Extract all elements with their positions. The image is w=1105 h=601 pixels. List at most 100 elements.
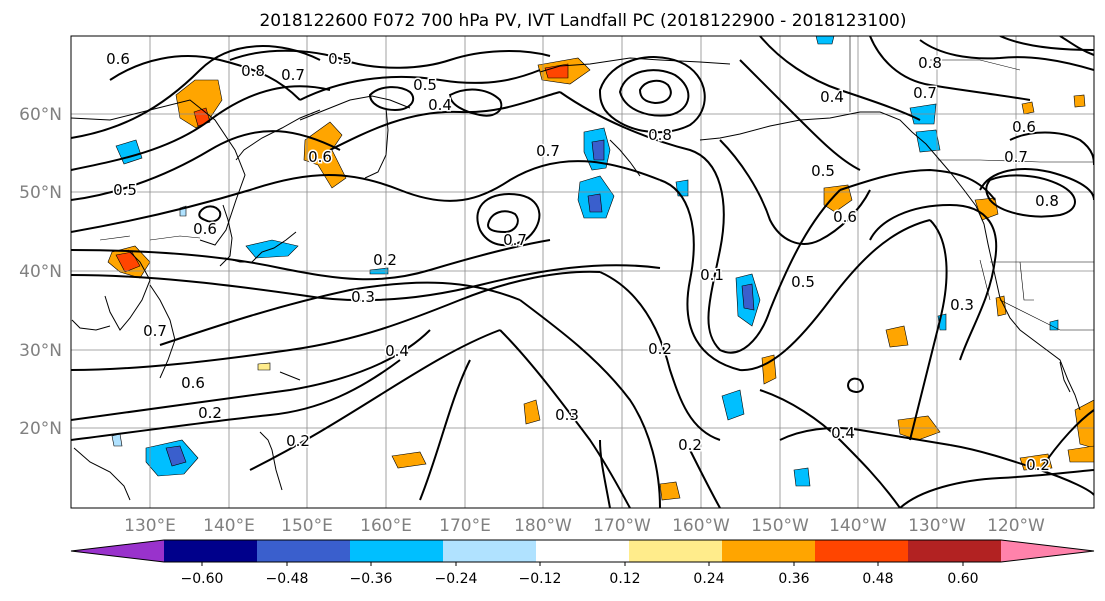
- lon-label-160w: 160°W: [672, 516, 730, 536]
- contour-labels: 0.6 0.8 0.7 0.5 0.5 0.4 0.6 0.5 0.6 0.7 …: [105, 49, 1061, 476]
- anomaly-patch: [1049, 319, 1059, 331]
- anomaly-patch: [793, 467, 811, 487]
- lon-label-140w: 140°W: [829, 516, 887, 536]
- anomaly-patch: [675, 179, 689, 197]
- lon-label-120w: 120°W: [987, 516, 1045, 536]
- anomaly-patch: [1074, 399, 1094, 449]
- contour-label: 0.6: [1012, 118, 1036, 136]
- colorbar-cells: [70, 539, 1095, 563]
- lon-label-150w: 150°W: [751, 516, 809, 536]
- lon-label-170e: 170°E: [439, 516, 491, 536]
- anomaly-patch: [257, 362, 271, 371]
- anomaly-patch: [741, 283, 755, 311]
- contour-label: 0.8: [241, 62, 265, 80]
- colorbar-tick-label: 0.12: [609, 571, 640, 587]
- colorbar-tick-label: −0.48: [266, 571, 309, 587]
- lon-label-180w: 180°W: [514, 516, 572, 536]
- colorbar-tick-label: −0.24: [435, 571, 478, 587]
- anomaly-patch: [659, 481, 681, 501]
- anomaly-patch: [1067, 445, 1094, 463]
- pv-contours: [71, 36, 1094, 508]
- colorbar-tick-label: 0.48: [862, 571, 893, 587]
- anomaly-patch: [995, 295, 1007, 317]
- contour-label: 0.3: [950, 296, 974, 314]
- contour-label: 0.2: [198, 404, 222, 422]
- anomaly-patch: [915, 129, 941, 153]
- lon-label-130w: 130°W: [908, 516, 966, 536]
- colorbar-tick-label: −0.12: [519, 571, 562, 587]
- contour-label: 0.4: [428, 96, 452, 114]
- contour-label: 0.6: [193, 220, 217, 238]
- contour-label: 0.6: [106, 50, 130, 68]
- contour-label: 0.2: [648, 340, 672, 358]
- contour-label: 0.7: [143, 322, 167, 340]
- contour-label: 0.4: [820, 88, 844, 106]
- political-borders: [99, 36, 1094, 331]
- anomaly-patch: [523, 399, 541, 425]
- colorbar-ticks: [201, 562, 964, 566]
- lat-label-40n: 40°N: [19, 262, 62, 282]
- colorbar-tick-label: −0.36: [350, 571, 393, 587]
- negative-anomaly-shading: [111, 36, 1059, 487]
- colorbar-tick-labels: −0.60 −0.48 −0.36 −0.24 −0.12 0.12 0.24 …: [181, 571, 979, 587]
- colorbar-cell: [908, 540, 1002, 562]
- anomaly-patch: [391, 451, 427, 469]
- contour-label: 0.4: [831, 424, 855, 442]
- contour-label: 0.1: [700, 266, 724, 284]
- contour-label: 0.5: [113, 181, 137, 199]
- anomaly-patch: [544, 63, 569, 79]
- colorbar-cell: [164, 540, 258, 562]
- lat-label-50n: 50°N: [19, 183, 62, 203]
- anomaly-patch: [1073, 94, 1086, 108]
- anomaly-patch: [761, 354, 777, 385]
- colorbar-tick-label: −0.60: [181, 571, 224, 587]
- contour-label: 0.2: [286, 432, 310, 450]
- colorbar-tick-label: 0.60: [947, 571, 978, 587]
- contour-label: 0.2: [1026, 456, 1050, 474]
- anomaly-patch: [115, 251, 141, 273]
- contour-label: 0.8: [648, 126, 672, 144]
- contour-label: 0.7: [281, 66, 305, 84]
- contour-label: 0.6: [308, 148, 332, 166]
- colorbar-cell: [815, 540, 909, 562]
- map-frame: [70, 35, 1095, 509]
- contour-label: 0.8: [918, 54, 942, 72]
- map-panel: 0.6 0.8 0.7 0.5 0.5 0.4 0.6 0.5 0.6 0.7 …: [70, 35, 1095, 509]
- colorbar-cell: [257, 540, 351, 562]
- contour-label: 0.7: [913, 84, 937, 102]
- contour-label: 0.3: [555, 406, 579, 424]
- map-title: 2018122600 F072 700 hPa PV, IVT Landfall…: [259, 11, 906, 31]
- contour-label: 0.5: [328, 50, 352, 68]
- contour-label: 0.2: [678, 436, 702, 454]
- lat-label-60n: 60°N: [19, 105, 62, 125]
- lat-label-30n: 30°N: [19, 341, 62, 361]
- contour-label: 0.6: [833, 208, 857, 226]
- colorbar-outline: [70, 539, 1095, 563]
- colorbar-cell: [536, 540, 630, 562]
- colorbar-cell: [443, 540, 537, 562]
- contour-label: 0.4: [385, 342, 409, 360]
- anomaly-patch: [815, 36, 835, 45]
- contour-label: 0.5: [791, 273, 815, 291]
- lat-label-20n: 20°N: [19, 419, 62, 439]
- contour-label: 0.8: [1035, 192, 1059, 210]
- anomaly-patch: [721, 389, 745, 421]
- contour-label: 0.7: [536, 142, 560, 160]
- latitude-labels: 60°N 50°N 40°N 30°N 20°N: [19, 105, 62, 439]
- contour-label: 0.5: [413, 76, 437, 94]
- colorbar-cell: [629, 540, 723, 562]
- contour-label: 0.5: [811, 162, 835, 180]
- anomaly-patch: [165, 445, 187, 467]
- colorbar-cell: [71, 540, 164, 562]
- colorbar-cell: [722, 540, 816, 562]
- contour-label: 0.3: [351, 288, 375, 306]
- contour-label: 0.2: [373, 251, 397, 269]
- colorbar-tick-label: 0.36: [778, 571, 809, 587]
- contour-label: 0.6: [181, 374, 205, 392]
- lon-label-130e: 130°E: [124, 516, 176, 536]
- lon-label-160e: 160°E: [360, 516, 412, 536]
- colorbar-cell: [1001, 540, 1094, 562]
- anomaly-patch: [111, 433, 123, 447]
- coastlines: [71, 57, 1081, 501]
